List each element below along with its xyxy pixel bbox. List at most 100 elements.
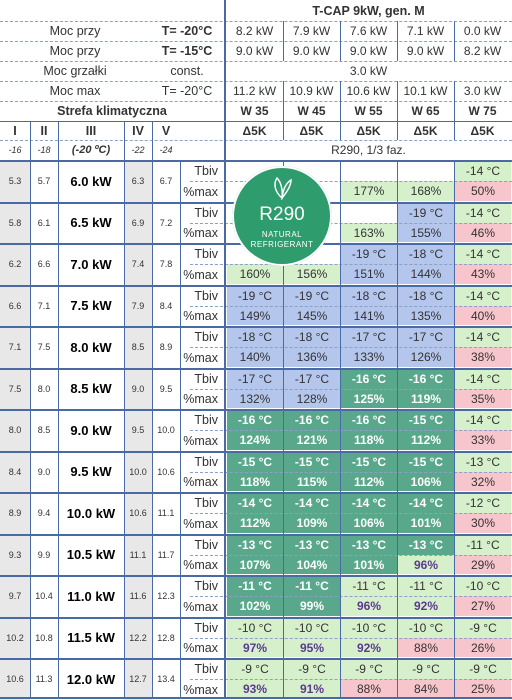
row-half-divider (190, 555, 512, 556)
tbiv-value: -19 °C (284, 286, 340, 306)
demand-kw: 8.0 kW (58, 326, 124, 368)
tbiv-label: Tbiv (194, 578, 218, 593)
zone-design-temp: (-20 ºC) (71, 144, 111, 156)
data-column-divider (340, 160, 341, 699)
power-value: 8.2 kW (235, 24, 274, 38)
tbiv-value: -18 °C (398, 286, 454, 306)
row-divider (0, 697, 512, 699)
heater-condition: const. (170, 64, 204, 78)
row-divider (0, 575, 512, 577)
pmax-value: 128% (284, 389, 340, 408)
tbiv-value: -15 °C (227, 452, 283, 472)
tbiv-value: -17 °C (398, 327, 454, 347)
tbiv-value: -16 °C (227, 410, 283, 430)
pmax-value: 155% (398, 223, 454, 242)
tbiv-value: -10 °C (284, 618, 340, 638)
grid-line (340, 41, 341, 61)
tbiv-label: Tbiv (194, 205, 218, 220)
zone-i-value: 8.4 (0, 451, 30, 492)
pmax-value: 125% (341, 389, 397, 408)
tbiv-value: -14 °C (398, 493, 454, 513)
tbiv-value (341, 203, 397, 223)
zone-column-divider (58, 160, 59, 699)
power-value: 9.0 kW (406, 44, 445, 58)
tbiv-value: -13 °C (227, 535, 283, 555)
tbiv-value: -15 °C (341, 452, 397, 472)
pmax-value: 92% (341, 638, 397, 657)
header-divider (0, 81, 512, 82)
zone-i-value: 9.7 (0, 575, 30, 617)
tbiv-label: Tbiv (194, 620, 218, 635)
pmax-value: 136% (284, 347, 340, 367)
pmax-value: 107% (227, 555, 283, 574)
pmax-value: 26% (455, 638, 511, 657)
zone-v-value: 8.4 (152, 285, 180, 326)
demand-kw: 8.5 kW (58, 368, 124, 409)
grid-line (30, 121, 31, 160)
water-temp-header: W 45 (297, 104, 326, 118)
tbiv-value: -14 °C (227, 493, 283, 513)
zone-iv-value: 7.4 (124, 243, 152, 285)
tbiv-value: -16 °C (341, 410, 397, 430)
zone-v-value: 13.4 (152, 658, 180, 700)
pmax-value: 156% (284, 264, 340, 284)
zone-iv-value: 7.9 (124, 285, 152, 326)
zone-roman-header: III (85, 123, 97, 138)
data-column-divider (454, 160, 455, 699)
tbiv-value: -9 °C (455, 618, 511, 638)
pmax-value: 101% (341, 555, 397, 574)
tbiv-value: -9 °C (455, 659, 511, 679)
badge-sub2: REFRIGERANT (250, 240, 314, 249)
pmax-value: 133% (341, 347, 397, 367)
row-divider (0, 658, 512, 660)
tbiv-value: -18 °C (398, 244, 454, 264)
zone-design-temp: -16 (8, 145, 22, 155)
zone-v-value: 10.0 (152, 409, 180, 451)
zone-v-value: 8.9 (152, 326, 180, 368)
demand-kw: 7.0 kW (58, 243, 124, 285)
pmax-value: 106% (341, 513, 397, 533)
zone-ii-value: 6.1 (30, 202, 58, 243)
zone-ii-value: 7.1 (30, 285, 58, 326)
zone-iv-value: 11.6 (124, 575, 152, 617)
tbiv-label: Tbiv (194, 454, 218, 469)
zone-iv-value: 8.5 (124, 326, 152, 368)
power-value: 7.9 kW (292, 24, 331, 38)
pmax-value: 119% (398, 389, 454, 408)
tbiv-value: -11 °C (341, 576, 397, 596)
tbiv-value: -14 °C (455, 369, 511, 389)
zone-i-value: 7.1 (0, 326, 30, 368)
power-row-label: Moc przy (49, 44, 101, 58)
row-divider (0, 326, 512, 328)
row-half-divider (190, 638, 512, 639)
zone-ii-value: 8.5 (30, 409, 58, 451)
grid-line (454, 41, 455, 61)
header-divider (0, 61, 512, 62)
row-divider (0, 534, 512, 536)
grid-line (283, 41, 284, 61)
zone-ii-value: 10.4 (30, 575, 58, 617)
pmax-value: 33% (455, 430, 511, 450)
row-half-divider (190, 181, 512, 182)
power-row-condition: T= -20°C (161, 24, 213, 38)
row-half-divider (190, 264, 512, 265)
tbiv-value: -9 °C (341, 659, 397, 679)
row-divider (0, 409, 512, 411)
grid-line (454, 81, 455, 101)
zone-design-temp: -22 (131, 145, 145, 155)
grid-line (454, 21, 455, 41)
pmax-value: 145% (284, 306, 340, 325)
tbiv-value: -15 °C (284, 452, 340, 472)
tbiv-label: Tbiv (194, 163, 218, 178)
zone-iv-value: 10.0 (124, 451, 152, 492)
power-value: 0.0 kW (463, 24, 502, 38)
zone-v-value: 10.6 (152, 451, 180, 492)
tbiv-value: -13 °C (398, 535, 454, 555)
grid-line (397, 41, 398, 61)
demand-kw: 9.5 kW (58, 451, 124, 492)
tbiv-value: -13 °C (341, 535, 397, 555)
zone-roman-header: IV (132, 123, 144, 138)
header-vertical-divider (224, 0, 226, 160)
row-half-divider (190, 472, 512, 473)
max-power-value: 10.9 kW (289, 84, 334, 98)
